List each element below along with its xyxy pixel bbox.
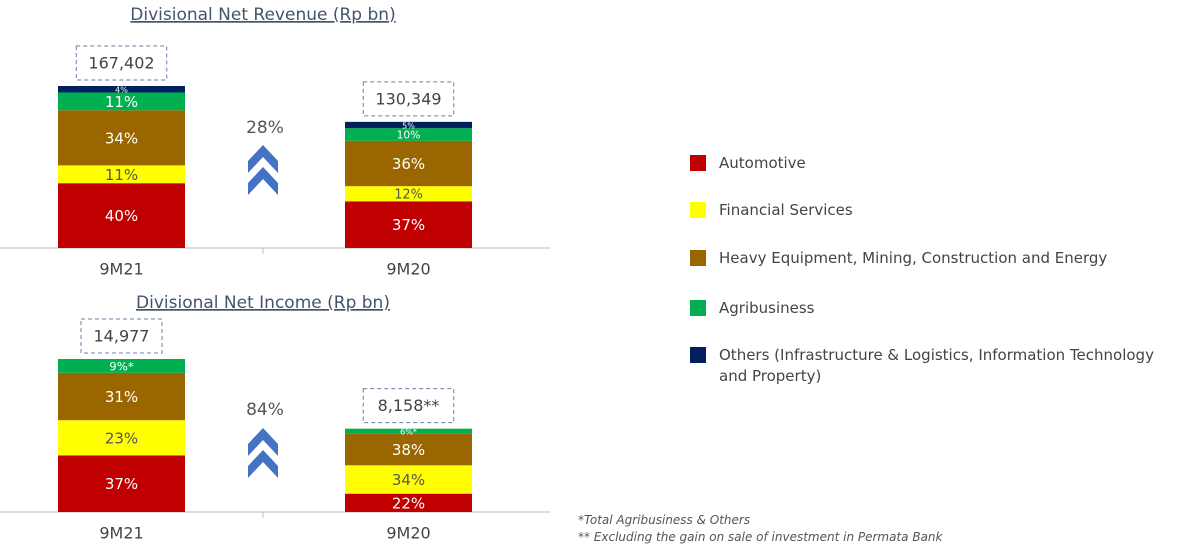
segment-label: 11%: [105, 166, 138, 184]
bar-segment: [345, 201, 472, 248]
segment-label: 11%: [105, 93, 138, 111]
legend-item: Automotive: [690, 153, 1170, 174]
x-tick-label: 9M21: [99, 260, 143, 279]
total-label: 14,977: [94, 327, 150, 346]
bar-segment: [58, 86, 185, 93]
total-box: [362, 388, 455, 424]
bar-segment: [345, 465, 472, 494]
segment-label: 22%: [392, 494, 425, 512]
legend-swatch: [690, 300, 706, 316]
bar-segment: [58, 110, 185, 166]
bar-segment: [345, 428, 472, 434]
legend-label: Automotive: [719, 154, 806, 172]
segment-label: 5%: [402, 122, 415, 131]
bar-segment: [345, 140, 472, 187]
legend-label: Others (Infrastructure & Logistics, Info…: [719, 346, 1154, 385]
chart-title: Divisional Net Revenue (Rp bn): [130, 5, 395, 25]
legend-swatch: [690, 155, 706, 171]
bar-segment: [58, 165, 185, 184]
bar-segment: [345, 186, 472, 202]
segment-label: 36%: [392, 155, 425, 173]
legend-label: Financial Services: [719, 201, 853, 219]
bar-segment: [58, 455, 185, 512]
bar-segment: [58, 372, 185, 421]
bar-segment: [345, 433, 472, 466]
segment-label: 23%: [105, 429, 138, 447]
chevron: [248, 428, 278, 456]
bar-segment: [58, 92, 185, 111]
bar-segment: [345, 121, 472, 129]
total-label: 8,158**: [378, 396, 440, 415]
change-label: 28%: [246, 118, 284, 138]
segment-label: 12%: [394, 187, 423, 202]
chevron: [248, 145, 278, 173]
legend-item: Heavy Equipment, Mining, Construction an…: [690, 248, 1170, 269]
segment-label: 37%: [105, 475, 138, 493]
x-tick-label: 9M20: [386, 260, 430, 279]
segment-label: 38%: [392, 441, 425, 459]
segment-label: 34%: [105, 129, 138, 147]
segment-label: 9%*: [109, 359, 134, 373]
legend-label: Heavy Equipment, Mining, Construction an…: [719, 249, 1108, 267]
bar-segment: [58, 359, 185, 373]
footnote: ** Excluding the gain on sale of investm…: [578, 530, 943, 544]
legend-item: Agribusiness: [690, 298, 1170, 319]
total-box: [80, 318, 163, 354]
footnote: *Total Agribusiness & Others: [578, 513, 751, 527]
chevron: [248, 450, 278, 478]
chart-title: Divisional Net Income (Rp bn): [136, 293, 390, 313]
x-tick-label: 9M21: [99, 524, 143, 543]
legend-item: Financial Services: [690, 200, 1170, 221]
segment-label: 31%: [105, 388, 138, 406]
total-box: [75, 45, 168, 81]
segment-label: 10%: [397, 128, 421, 141]
bar-segment: [345, 128, 472, 141]
total-label: 130,349: [375, 89, 441, 108]
legend-swatch: [690, 347, 706, 363]
segment-label: 37%: [392, 216, 425, 234]
bar-segment: [58, 183, 185, 248]
legend-swatch: [690, 250, 706, 266]
segment-label: 40%: [105, 207, 138, 225]
bar-segment: [345, 493, 472, 512]
segment-label: 4%: [115, 86, 128, 95]
segment-label: 34%: [392, 471, 425, 489]
chevron: [248, 167, 278, 195]
legend-label: Agribusiness: [719, 299, 815, 317]
total-label: 167,402: [88, 54, 154, 73]
bar-segment: [58, 420, 185, 456]
x-tick-label: 9M20: [386, 524, 430, 543]
segment-label: 6%*: [400, 428, 417, 437]
legend-swatch: [690, 202, 706, 218]
change-label: 84%: [246, 400, 284, 420]
legend-item: Others (Infrastructure & Logistics, Info…: [690, 345, 1170, 387]
total-box: [362, 81, 455, 117]
